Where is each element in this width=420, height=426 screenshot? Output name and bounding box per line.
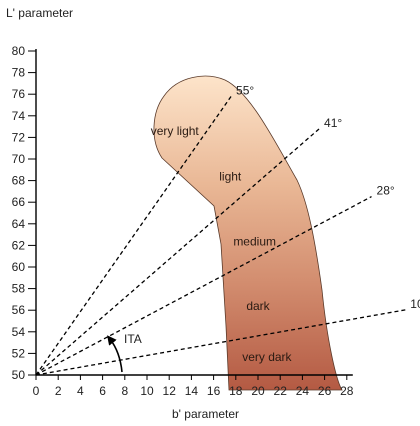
x-tick-label: 28 [340,384,354,398]
x-axis-title: b' parameter [172,407,239,421]
ita-line-55 [35,96,232,376]
x-tick-label: 10 [140,384,154,398]
y-tick-label: 78 [12,66,26,80]
x-tick-label: 16 [207,384,221,398]
y-tick-label: 64 [12,217,26,231]
region-label: dark [246,299,270,313]
region-label: very light [151,124,200,138]
y-tick-label: 68 [12,174,26,188]
y-tick-label: 80 [12,44,26,58]
region-label: very dark [242,350,292,364]
ita-angle-label: 55° [236,83,254,97]
ita-angle-label: 41° [324,116,342,130]
y-tick-label: 66 [12,195,26,209]
y-ticks: 50 52 54 56 58 60 62 64 66 68 70 72 74 76 78 80 [12,44,36,382]
y-tick-label: 58 [12,282,26,296]
x-tick-label: 22 [274,384,288,398]
x-tick-label: 12 [163,384,177,398]
x-ticks: 0 2 4 6 8 10 12 14 16 18 20 22 24 26 28 [33,375,354,398]
ita-line-28 [35,196,372,376]
y-tick-label: 72 [12,130,26,144]
ita-arrow-label: ITA [124,332,142,346]
ita-line-10 [35,309,406,376]
axes [35,49,353,376]
ita-angle-label: 10° [410,297,420,311]
y-tick-label: 56 [12,303,26,317]
x-tick-label: 0 [33,384,40,398]
y-tick-label: 52 [12,346,26,360]
region-label: medium [233,234,276,248]
x-tick-label: 4 [77,384,84,398]
y-tick-label: 62 [12,238,26,252]
x-tick-label: 8 [121,384,128,398]
ita-lines: 55° 41° 28° 10° [35,83,420,376]
x-tick-label: 20 [251,384,265,398]
skin-color-region [153,75,343,391]
region-labels: very light light medium dark very dark [151,124,293,364]
x-tick-label: 14 [185,384,199,398]
x-tick-label: 26 [318,384,332,398]
x-tick-label: 6 [99,384,106,398]
ita-arrow [107,335,123,373]
ita-angle-label: 28° [377,184,395,198]
y-tick-label: 74 [12,109,26,123]
y-tick-label: 70 [12,152,26,166]
y-axis-title: L' parameter [6,6,73,20]
x-tick-label: 18 [229,384,243,398]
region-label: light [219,170,242,184]
y-tick-label: 54 [12,325,26,339]
y-tick-label: 60 [12,260,26,274]
x-tick-label: 24 [296,384,310,398]
y-tick-label: 76 [12,87,26,101]
y-tick-label: 50 [12,368,26,382]
x-tick-label: 2 [55,384,62,398]
